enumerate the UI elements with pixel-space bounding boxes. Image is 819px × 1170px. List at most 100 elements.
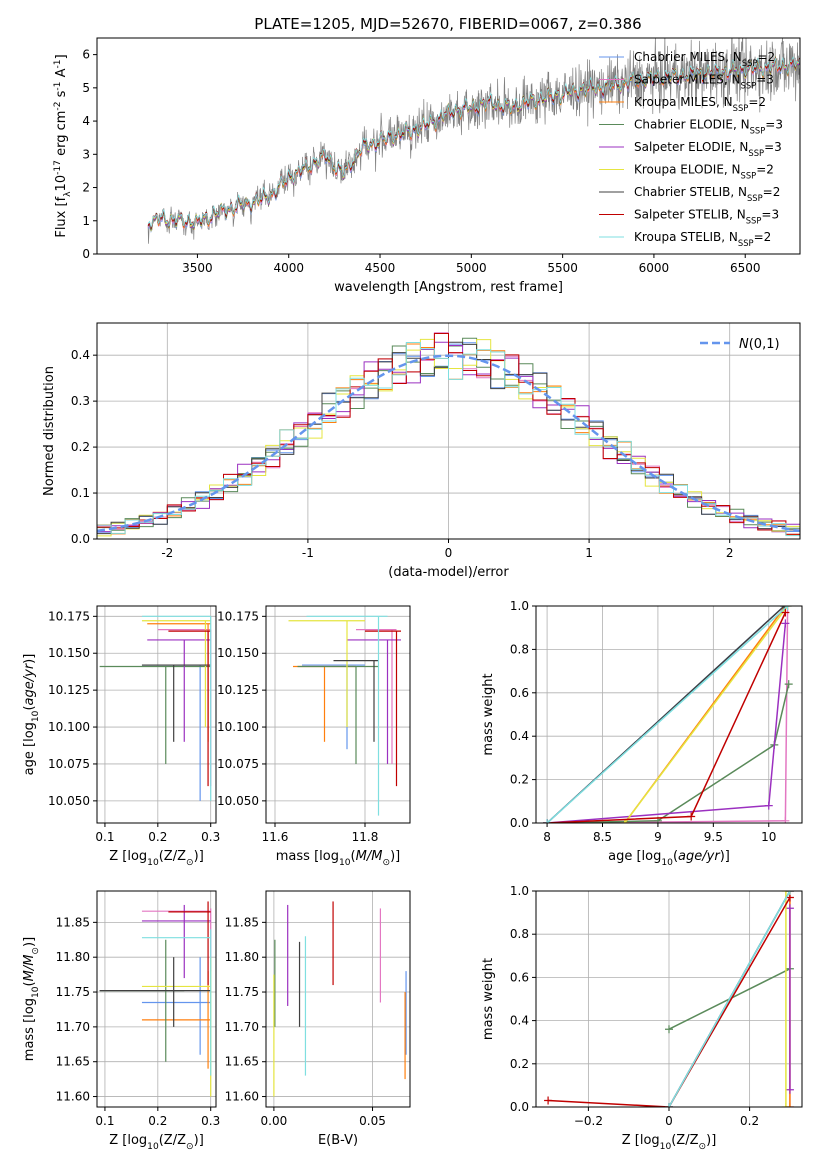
normal-reference-curve	[97, 354, 800, 533]
y-tick-label: 11.80	[56, 950, 90, 964]
legend-label: Salpeter ELODIE, NSSP=3	[634, 140, 782, 158]
y-tick-label: 6	[82, 48, 90, 62]
y-tick-label: 5	[82, 81, 90, 95]
weight-marker	[785, 1085, 794, 1094]
y-tick-label: 0.4	[510, 729, 529, 743]
legend-label: N(0,1)	[739, 337, 780, 352]
y-tick-label: 11.65	[225, 1055, 259, 1069]
y-tick-label: 11.65	[56, 1055, 90, 1069]
y-axis-label: mass [log10(M/M⊙)]	[22, 937, 41, 1061]
data-point-3	[147, 623, 211, 742]
grid	[97, 891, 216, 1107]
weight-marker	[665, 1103, 673, 1107]
y-tick-label: 0.1	[71, 486, 90, 500]
data-point-3	[141, 971, 211, 1069]
y-tick-label: 0.0	[510, 1100, 529, 1114]
weight-marker	[781, 619, 790, 628]
y-tick-label: 1.0	[510, 884, 529, 898]
plot-area	[273, 901, 407, 1097]
x-tick-label: 5500	[547, 261, 578, 275]
x-tick-label: 4000	[273, 261, 304, 275]
x-tick-label: 9.5	[704, 830, 723, 844]
y-tick-label: 10.175	[217, 609, 259, 623]
y-tick-label: 3	[82, 147, 90, 161]
y-tick-label: 10.075	[48, 757, 90, 771]
legend-label: Chabrier STELIB, NSSP=2	[634, 185, 780, 203]
data-point-7	[99, 957, 211, 1027]
y-tick-label: 0.4	[510, 1014, 529, 1028]
y-tick-label: 11.85	[56, 915, 90, 929]
y-tick-label: 10.150	[48, 646, 90, 660]
data-point-4	[297, 665, 379, 764]
x-tick-label: 0	[665, 1114, 673, 1128]
x-tick-label: 6000	[639, 261, 670, 275]
y-tick-label: 11.75	[225, 985, 259, 999]
y-axis-label: mass weight	[481, 958, 496, 1040]
y-tick-label: 10.075	[217, 757, 259, 771]
y-tick-label: 0.0	[510, 816, 529, 830]
axes-frame	[535, 605, 803, 824]
weight-marker	[781, 816, 790, 823]
y-tick-label: 11.75	[56, 985, 90, 999]
plot-area	[544, 891, 794, 1107]
legend-label: Kroupa MILES, NSSP=2	[634, 95, 766, 113]
data-point-8	[168, 630, 211, 787]
y-tick-label: 0.2	[510, 773, 529, 787]
y-tick-label: 0.2	[71, 440, 90, 454]
data-point-5	[147, 639, 211, 742]
y-tick-label: 0.2	[510, 1057, 529, 1071]
data-point-9	[141, 929, 212, 1076]
plot-area	[99, 901, 212, 1097]
y-tick-label: 4	[82, 114, 90, 128]
weight-marker	[785, 891, 794, 895]
axes-frame	[96, 890, 217, 1108]
y-tick-label: 10.050	[217, 794, 259, 808]
residual-axes: -2 -1 0 1 2 0.0 0.1 0.2 0.3 0.4 (data-model)/error…	[42, 322, 801, 580]
weight-series-5	[785, 904, 794, 1094]
weight-marker	[781, 1103, 790, 1107]
spectrum-axes: 3500 4000 4500 5000 5500 6000 6500 0 1 2 3 4 5 6 wavel…	[53, 37, 801, 295]
legend-label: Chabrier ELODIE, NSSP=3	[634, 118, 783, 136]
x-tick-label: 0.00	[261, 1114, 288, 1128]
mass-vs-z-axes: 0.1 0.2 0.3 11.60 11.65 11.70 11.75 11.80 11.85 Z…	[22, 890, 220, 1152]
mass-weight-z-axes: −0.2 0 0.2 0.0 0.2 0.4 0.6 0.8 1.0 Z [log10(Z/Z⊙)…	[481, 884, 803, 1152]
age-vs-mass-axes: 11.6 11.8 10.050 10.075 10.100 10.125 10.150 10…	[217, 605, 411, 868]
data-point-8	[168, 901, 211, 986]
weight-line	[548, 897, 791, 1107]
weight-marker	[784, 680, 793, 689]
x-axis-label: age [log10(age/yr)]	[608, 849, 730, 868]
x-tick-label: 0.1	[95, 830, 114, 844]
y-axis-label: Flux [fλ10-17 erg cm-2 s-1 A-1]	[53, 54, 73, 237]
weight-marker	[785, 904, 794, 913]
y-tick-label: 11.60	[225, 1090, 259, 1104]
data-point-7	[141, 664, 211, 742]
weight-marker	[781, 891, 790, 895]
mass-vs-ebv-axes: 0.00 0.05 11.60 11.65 11.70 11.75 11.80 11.85 E(…	[225, 890, 411, 1148]
x-tick-label: 0.2	[148, 830, 167, 844]
x-tick-label: -2	[161, 546, 173, 560]
data-point-2	[356, 629, 397, 764]
data-point-9	[141, 615, 212, 801]
y-tick-label: 11.70	[225, 1020, 259, 1034]
x-axis-label: wavelength [Angstrom, rest frame]	[334, 280, 563, 295]
y-tick-label: 10.125	[217, 683, 259, 697]
data-point-8	[365, 630, 401, 787]
y-tick-label: 0.4	[71, 348, 90, 362]
plot-area	[147, 38, 800, 244]
data-point-4	[99, 665, 211, 764]
x-tick-label: 0	[445, 546, 453, 560]
y-axis-label: age [log10(age/yr)]	[22, 654, 41, 776]
y-tick-label: 11.60	[56, 1090, 90, 1104]
axes-frame	[96, 37, 801, 255]
x-tick-label: 3500	[182, 261, 213, 275]
x-tick-label: 6500	[730, 261, 761, 275]
y-tick-label: 0.6	[510, 686, 529, 700]
y-axis-label: Normed distribution	[42, 366, 57, 496]
x-tick-label: −0.2	[574, 1114, 603, 1128]
data-point-5	[347, 639, 401, 764]
age-vs-z-axes: 0.1 0.2 0.3 10.050 10.075 10.100 10.125 10.150 1…	[22, 605, 220, 868]
y-tick-label: 0.8	[510, 927, 529, 941]
grid	[266, 606, 410, 823]
weight-marker	[783, 606, 792, 610]
